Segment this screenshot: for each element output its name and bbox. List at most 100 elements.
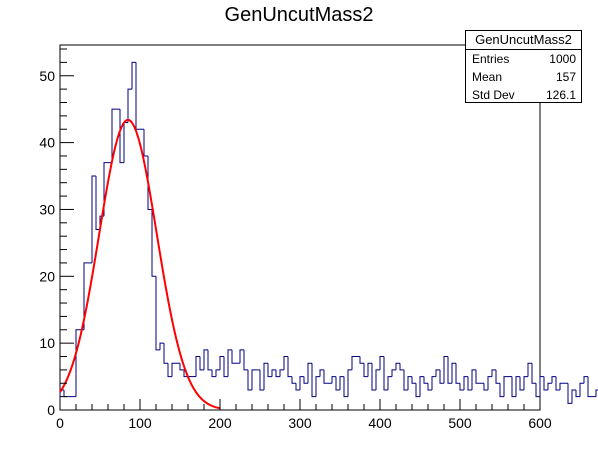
histogram-bin <box>475 369 480 384</box>
histogram-bin <box>239 349 244 364</box>
histogram-bin <box>287 356 292 378</box>
y-tick-label: 20 <box>39 268 55 284</box>
histogram-bin <box>131 61 136 90</box>
histogram-bin <box>343 376 348 398</box>
histogram-bin <box>279 369 284 377</box>
histogram-bin <box>583 376 588 384</box>
histogram-bin <box>375 369 380 390</box>
histogram-bin <box>451 362 456 384</box>
histogram-bin <box>171 362 176 377</box>
histogram-bin <box>203 349 208 370</box>
histogram-bin <box>503 376 508 397</box>
histogram-bin <box>135 62 140 130</box>
histogram-bin <box>331 376 336 384</box>
histogram-bin <box>59 389 64 410</box>
histogram-bin <box>439 369 444 384</box>
stats-row-stddev: Std Dev 126.1 <box>466 86 581 104</box>
histogram-bin <box>359 356 364 364</box>
histogram-bin <box>567 383 572 404</box>
histogram-bin <box>487 376 492 390</box>
histogram-bin <box>387 376 392 390</box>
histogram-bin <box>215 369 220 377</box>
histogram-bin <box>195 356 200 377</box>
histogram-bin <box>219 356 224 370</box>
x-tick-label: 500 <box>448 415 472 431</box>
histogram-bin <box>351 356 356 370</box>
histogram-bin <box>259 369 264 391</box>
histogram-bin <box>299 376 304 390</box>
histogram-bin <box>499 383 504 398</box>
y-tick-label: 0 <box>47 402 55 418</box>
histogram-bin <box>275 369 280 378</box>
histogram-bin <box>491 369 496 377</box>
histogram-bin <box>395 362 400 370</box>
histogram-bin <box>163 343 168 364</box>
histogram-bin <box>335 376 340 391</box>
x-tick-label: 200 <box>208 415 232 431</box>
histogram-bin <box>339 376 344 390</box>
histogram-bin <box>179 363 184 371</box>
histogram-bin <box>519 376 524 391</box>
histogram-bin <box>295 383 300 391</box>
y-tick-label: 50 <box>39 68 55 84</box>
axis-layer: 0 100 200 300 400 500 600 0 10 20 30 40 50 <box>39 48 552 431</box>
histogram-bin <box>483 383 488 391</box>
histogram-bin <box>551 376 556 384</box>
histogram-bin <box>91 175 96 263</box>
histogram-bin <box>83 262 88 330</box>
histogram-bin <box>347 369 352 397</box>
stats-value: 157 <box>555 70 576 84</box>
histogram-bin <box>207 349 212 371</box>
chart-title: GenUncutMass2 <box>224 4 374 26</box>
stats-label: Entries <box>472 52 510 66</box>
histogram-bin <box>231 349 236 364</box>
stats-row-entries: Entries 1000 <box>466 50 581 68</box>
histogram-bin <box>283 356 288 370</box>
histogram-bin <box>307 362 312 384</box>
histogram-bin <box>159 342 164 350</box>
histogram-bin <box>399 363 404 371</box>
x-tick-label: 0 <box>56 415 64 431</box>
histogram-bin <box>147 155 152 210</box>
histogram-bin <box>95 176 100 231</box>
histogram-bin <box>575 389 580 398</box>
histogram-bin <box>63 389 68 398</box>
histogram-bin <box>459 383 464 391</box>
x-tick-label: 400 <box>368 415 392 431</box>
histogram-bin <box>311 363 316 398</box>
histogram-bin <box>467 376 472 391</box>
y-tick-label: 30 <box>39 201 55 217</box>
histogram-bin <box>127 88 132 123</box>
histogram-bin <box>435 369 440 377</box>
histogram-bin <box>291 376 296 384</box>
histogram-bin <box>403 369 408 391</box>
histogram-bin <box>371 363 376 391</box>
histogram-bin <box>407 376 412 390</box>
histogram-bin <box>119 109 124 164</box>
histogram-bin <box>323 369 328 384</box>
histogram-bin <box>543 376 548 391</box>
stats-box: GenUncutMass2 Entries 1000 Mean 157 Std … <box>465 30 582 103</box>
histogram-bin <box>431 376 436 390</box>
x-tick-label: 100 <box>128 415 152 431</box>
histogram-bin <box>447 356 452 384</box>
stats-box-title: GenUncutMass2 <box>466 31 581 50</box>
histogram-bin <box>571 389 576 404</box>
histogram-bin <box>251 369 256 390</box>
histogram-bin <box>587 376 592 398</box>
histogram-bin <box>523 376 528 390</box>
histogram-bin <box>379 356 384 370</box>
fit-curve <box>59 118 221 410</box>
histogram-bin <box>247 369 252 391</box>
histogram-bin <box>443 356 448 384</box>
histogram-bin <box>391 369 396 377</box>
histogram-layer <box>59 61 598 410</box>
histogram-bin <box>423 376 428 384</box>
y-tick-label: 10 <box>39 335 55 351</box>
histogram-bin <box>303 376 308 384</box>
histogram-bin <box>271 369 276 377</box>
histogram-bin <box>167 363 172 378</box>
fit-layer <box>59 118 221 410</box>
histogram-bin <box>555 376 560 391</box>
stats-row-mean: Mean 157 <box>466 68 581 86</box>
